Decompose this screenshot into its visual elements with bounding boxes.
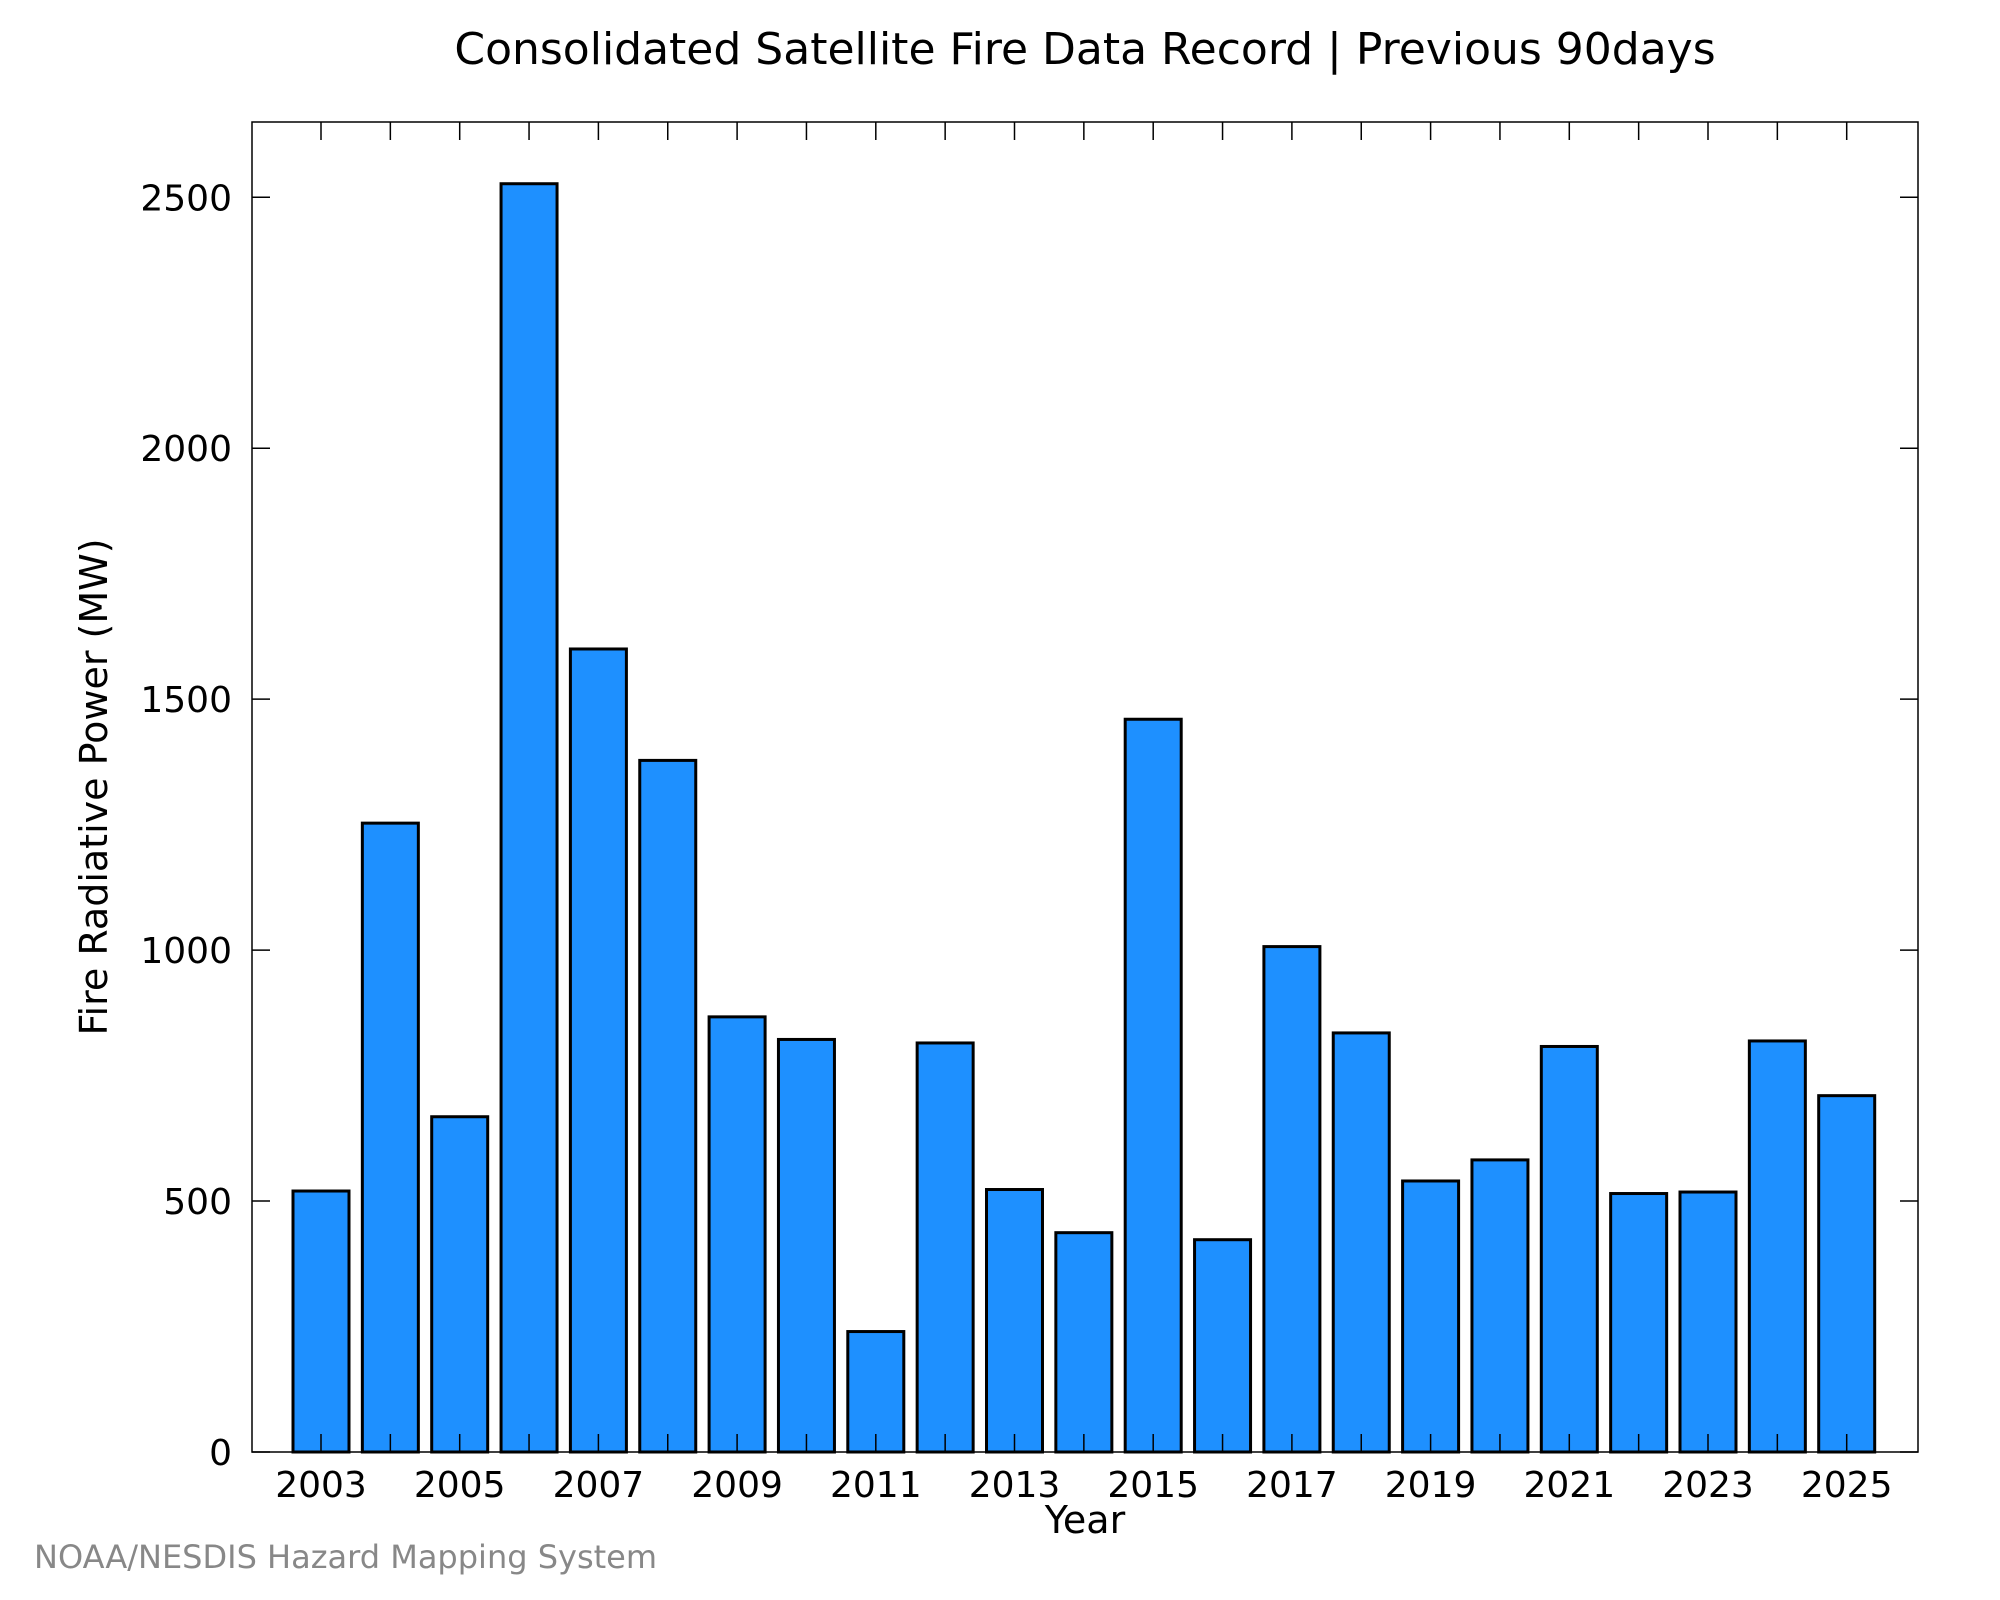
bar-2023 xyxy=(1678,1190,1738,1454)
y-tick-label: 0 xyxy=(209,1433,232,1474)
bar-2007 xyxy=(568,647,628,1454)
y-axis-label: Fire Radiative Power (MW) xyxy=(72,538,116,1035)
y-tick-label: 2000 xyxy=(140,429,232,470)
x-tick-label: 2011 xyxy=(830,1465,922,1506)
x-tick-label: 2003 xyxy=(275,1465,367,1506)
x-tick-label: 2023 xyxy=(1662,1465,1754,1506)
plot-frame xyxy=(251,121,1919,1453)
x-tick-label: 2009 xyxy=(691,1465,783,1506)
bar-2022 xyxy=(1609,1192,1669,1454)
bar-2019 xyxy=(1401,1179,1461,1454)
x-axis-label: Year xyxy=(1044,1498,1126,1542)
bar-2009 xyxy=(707,1015,767,1454)
bar-2013 xyxy=(985,1188,1044,1454)
bar-2010 xyxy=(776,1037,836,1454)
y-tick-label: 500 xyxy=(163,1182,232,1223)
bar-2008 xyxy=(638,758,698,1454)
bars-group xyxy=(291,182,1877,1454)
bar-2025 xyxy=(1817,1094,1877,1454)
axes-group: 0 500 1000 1500 2000 2500 2003 2005 2007 2009 2011… xyxy=(140,122,1918,1506)
y-tick-label: 1000 xyxy=(140,931,232,972)
source-credit: NOAA/NESDIS Hazard Mapping System xyxy=(34,1538,658,1576)
y-tick-label: 2500 xyxy=(140,178,232,219)
bar-2011 xyxy=(846,1330,906,1454)
bar-2020 xyxy=(1470,1158,1530,1454)
x-tick-label: 2007 xyxy=(553,1465,645,1506)
bar-2004 xyxy=(360,821,420,1454)
bar-2015 xyxy=(1123,717,1183,1454)
bar-2012 xyxy=(915,1041,975,1454)
x-tick-label: 2025 xyxy=(1801,1465,1893,1506)
x-tick-label: 2013 xyxy=(969,1465,1061,1506)
bar-2003 xyxy=(291,1189,351,1454)
x-tick-label: 2005 xyxy=(414,1465,506,1506)
bar-2021 xyxy=(1539,1044,1599,1454)
x-tick-label: 2015 xyxy=(1107,1465,1199,1506)
bar-2024 xyxy=(1747,1039,1807,1454)
bar-2014 xyxy=(1054,1231,1114,1454)
y-tick-label: 1500 xyxy=(140,680,232,721)
bar-2006 xyxy=(499,182,559,1454)
chart-title: Consolidated Satellite Fire Data Record … xyxy=(454,24,1715,75)
x-tick-label: 2021 xyxy=(1523,1465,1615,1506)
x-tick-label: 2019 xyxy=(1385,1465,1477,1506)
bar-2017 xyxy=(1262,945,1322,1454)
x-tick-label: 2017 xyxy=(1246,1465,1338,1506)
bar-2018 xyxy=(1331,1031,1391,1454)
bar-2016 xyxy=(1193,1238,1253,1454)
bar-2005 xyxy=(430,1115,490,1454)
